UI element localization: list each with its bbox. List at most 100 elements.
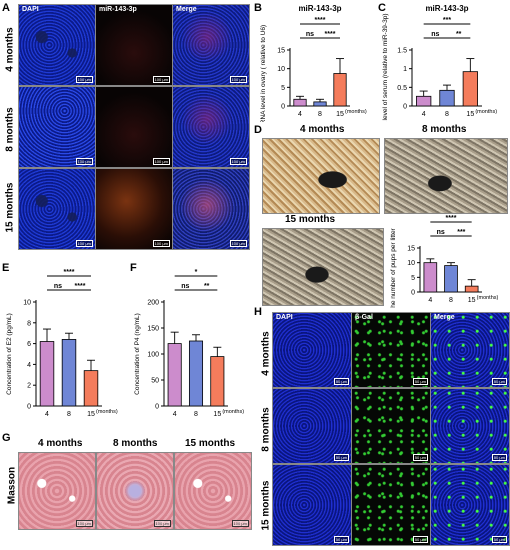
panel-d-label-15m: 15 months xyxy=(285,214,336,225)
y-tick-label: 200 xyxy=(147,300,159,307)
significance-label: **** xyxy=(64,269,75,276)
y-tick-label: 10 xyxy=(407,260,415,267)
x-tick-label: 15 xyxy=(87,411,95,418)
bar xyxy=(464,285,479,293)
panel-h-image-merge-4m: Merge 50 μm xyxy=(430,312,510,388)
panel-h-channel-dapi: DAPI xyxy=(276,314,293,321)
x-tick-label: 8 xyxy=(194,411,198,418)
scale-bar: 50 μm xyxy=(412,536,428,543)
significance-label: **** xyxy=(446,215,457,222)
panel-a-image-merge-4m: Merge 100 μm xyxy=(172,4,250,86)
significance-label: *** xyxy=(443,17,451,24)
panel-g-col-15m: 15 months xyxy=(185,438,236,449)
panel-h-channel-merge: Merge xyxy=(434,314,455,321)
scale-bar: 100 μm xyxy=(75,158,93,165)
y-tick-label: 0.5 xyxy=(397,85,407,92)
bar xyxy=(39,341,55,407)
panel-d-label-8m: 8 months xyxy=(422,124,467,135)
panel-a-image-dapi-4m: DAPI 100 μm xyxy=(18,4,96,86)
panel-h-image-merge-8m: 50 μm xyxy=(430,388,510,464)
x-tick-label: 8 xyxy=(449,297,453,304)
x-tick-label: 15 xyxy=(466,111,474,118)
panel-h-image-gal-4m: β-Gal 50 μm xyxy=(351,312,431,388)
scale-bar: 50 μm xyxy=(491,454,507,461)
panel-a-row-label-8: 8 months xyxy=(4,107,16,152)
panel-h-image-gal-15m: 50 μm xyxy=(351,464,431,546)
panel-letter-h: H xyxy=(254,306,262,318)
panel-h-row-label-4: 4 months xyxy=(260,331,272,376)
significance-label: **** xyxy=(75,283,86,290)
x-tick-label: 4 xyxy=(173,411,177,418)
scale-bar: 50 μm xyxy=(491,536,507,543)
panel-h-row-label-8: 8 months xyxy=(260,407,272,452)
y-tick-label: 8 xyxy=(27,320,31,327)
panel-a-image-dapi-8m: 100 μm xyxy=(18,86,96,168)
panel-g-col-8m: 8 months xyxy=(113,438,158,449)
bar xyxy=(423,262,438,293)
bar xyxy=(313,101,327,107)
significance-label: ns xyxy=(431,31,439,38)
panel-a-row-label-15: 15 months xyxy=(4,182,16,233)
panel-a-image-mir-4m: miR-143-3p 100 μm xyxy=(95,4,173,86)
panel-d-photo-8m xyxy=(384,138,508,214)
significance-label: ns xyxy=(306,31,314,38)
y-axis-label: Concentration of P4 (ng/mL) xyxy=(134,313,141,395)
bar xyxy=(188,340,204,407)
panel-a-image-merge-15m: 100 μm xyxy=(172,168,250,250)
scale-bar: 100 μm xyxy=(229,240,247,247)
x-tick-label: 15 xyxy=(468,297,476,304)
bar xyxy=(444,265,458,293)
scale-bar: 100 μm xyxy=(231,520,249,527)
y-tick-label: 0 xyxy=(27,404,31,411)
chart-title: miR-143-3p xyxy=(298,4,341,13)
panel-a-channel-dapi: DAPI xyxy=(22,6,39,13)
x-unit-label: (months) xyxy=(222,409,244,415)
significance-label: ns xyxy=(54,283,62,290)
panel-h-image-merge-15m: 50 μm xyxy=(430,464,510,546)
panel-a-image-mir-8m: 100 μm xyxy=(95,86,173,168)
significance-label: ns xyxy=(181,283,189,290)
scale-bar: 50 μm xyxy=(333,454,349,461)
x-tick-label: 8 xyxy=(318,111,322,118)
panel-g-image-15m: 100 μm xyxy=(174,452,252,530)
chart-title: miR-143-3p xyxy=(425,4,468,13)
y-tick-label: 10 xyxy=(277,66,285,73)
scale-bar: 50 μm xyxy=(412,378,428,385)
scale-bar: 100 μm xyxy=(75,240,93,247)
x-tick-label: 15 xyxy=(336,111,344,118)
panel-h-image-gal-8m: 50 μm xyxy=(351,388,431,464)
x-unit-label: (months) xyxy=(96,409,118,415)
x-tick-label: 8 xyxy=(445,111,449,118)
x-unit-label: (months) xyxy=(477,295,499,301)
panel-a-image-dapi-15m: 100 μm xyxy=(18,168,96,250)
bar xyxy=(167,343,182,407)
bar xyxy=(333,73,347,107)
y-tick-label: 5 xyxy=(411,275,415,282)
scale-bar: 100 μm xyxy=(152,240,170,247)
panel-letter-a: A xyxy=(2,2,10,14)
y-axis-label: Concentration of E2 (pg/mL) xyxy=(6,313,13,395)
chart-f: 0 50 100 150 200 Concentration of P4 (ng/mL) 4… xyxy=(134,269,244,418)
scale-bar: 100 μm xyxy=(75,520,93,527)
chart-b: miR-143-3p 0 5 10 15 miRNA level in ovary ( r… xyxy=(260,4,367,122)
significance-label: ** xyxy=(456,31,462,38)
x-tick-label: 4 xyxy=(298,111,302,118)
panel-a-image-mir-15m: 100 μm xyxy=(95,168,173,250)
panel-letter-f: F xyxy=(130,262,137,274)
panel-d-photo-15m xyxy=(262,228,384,306)
y-tick-label: 50 xyxy=(151,378,159,385)
chart-c: miR-143-3p 0 0.5 1 1.5 miRNA level of serum (… xyxy=(382,4,497,122)
y-tick-label: 150 xyxy=(147,326,159,333)
scale-bar: 50 μm xyxy=(491,378,507,385)
scale-bar: 100 μm xyxy=(229,76,247,83)
x-unit-label: (months) xyxy=(475,109,497,115)
scale-bar: 100 μm xyxy=(152,158,170,165)
significance-label: * xyxy=(195,269,198,276)
panel-a-channel-mir: miR-143-3p xyxy=(99,6,137,13)
panel-h-channel-gal: β-Gal xyxy=(355,314,373,321)
panel-h-image-dapi-15m: 50 μm xyxy=(272,464,352,546)
y-tick-label: 1 xyxy=(403,66,407,73)
panel-d-label-4m: 4 months xyxy=(300,124,345,135)
bar xyxy=(462,71,478,107)
scale-bar: 100 μm xyxy=(229,158,247,165)
